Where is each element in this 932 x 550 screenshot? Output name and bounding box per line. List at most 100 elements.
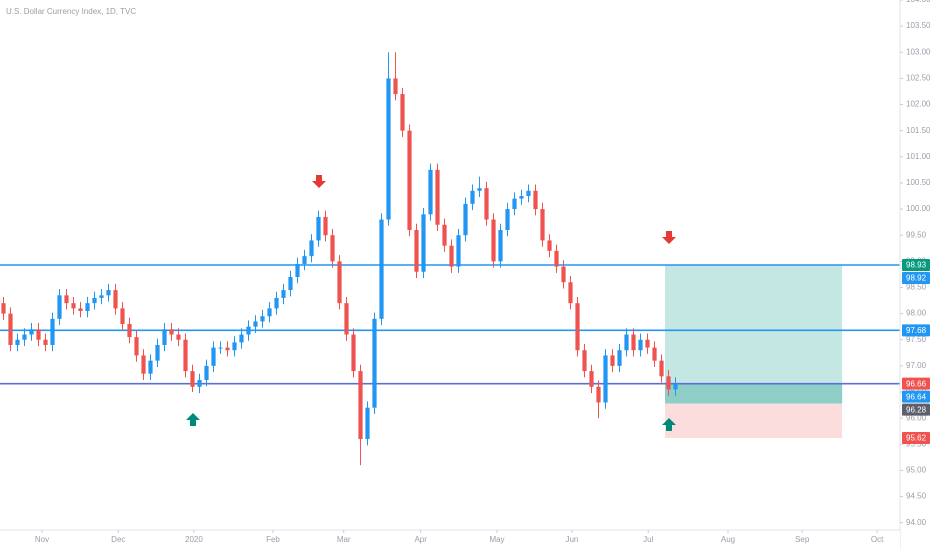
candle-body bbox=[659, 360, 664, 377]
candle-body bbox=[85, 303, 90, 311]
x-tick-label: Jul bbox=[643, 535, 653, 544]
candle-body bbox=[309, 240, 314, 257]
price-label-box bbox=[902, 259, 930, 271]
sell-arrow bbox=[312, 175, 326, 188]
price-label: 98.93 bbox=[906, 261, 927, 270]
candle-body bbox=[596, 386, 601, 403]
candle-body bbox=[232, 342, 237, 351]
candle-body bbox=[295, 263, 300, 278]
candle-body bbox=[15, 339, 20, 345]
candle-body bbox=[484, 188, 489, 220]
buy-arrow bbox=[662, 418, 676, 431]
y-tick-label: 97.50 bbox=[906, 335, 927, 344]
price-label: 95.62 bbox=[906, 434, 927, 443]
price-label-box bbox=[902, 390, 930, 403]
candle-body bbox=[36, 329, 41, 340]
candle-body bbox=[78, 308, 83, 311]
candle-body bbox=[141, 355, 146, 374]
candle-body bbox=[50, 318, 55, 345]
candle-body bbox=[260, 316, 265, 322]
price-label: 98.92 bbox=[906, 274, 927, 283]
y-tick-label: 100.50 bbox=[906, 178, 931, 187]
y-tick-label: 104.00 bbox=[906, 0, 931, 4]
candle-body bbox=[1, 303, 6, 314]
candle-body bbox=[113, 290, 118, 309]
candle-body bbox=[386, 78, 391, 220]
candle-body bbox=[442, 224, 447, 246]
candle-body bbox=[92, 297, 97, 304]
chart-title: U.S. Dollar Currency Index, 1D, TVC bbox=[6, 7, 136, 16]
y-tick-label: 94.00 bbox=[906, 518, 927, 527]
candle-body bbox=[666, 376, 671, 390]
candle-body bbox=[204, 365, 209, 380]
candle-body bbox=[351, 334, 356, 372]
candle-body bbox=[274, 297, 279, 309]
candle-body bbox=[344, 303, 349, 335]
candle-body bbox=[148, 360, 153, 374]
x-tick-label: Aug bbox=[721, 535, 735, 544]
buy-arrow bbox=[186, 413, 200, 426]
candle-body bbox=[288, 277, 293, 291]
candle-body bbox=[610, 355, 615, 366]
candle-body bbox=[673, 383, 678, 390]
time-axis-bg bbox=[0, 530, 900, 550]
open-profit-zone bbox=[665, 383, 843, 404]
candle-body bbox=[239, 334, 244, 343]
candle-body bbox=[421, 214, 426, 272]
candle-body bbox=[246, 326, 251, 335]
candle-body bbox=[617, 350, 622, 366]
candle-body bbox=[330, 235, 335, 262]
candle-body bbox=[393, 78, 398, 95]
candle-body bbox=[29, 329, 34, 335]
candle-body bbox=[127, 324, 132, 338]
candle-body bbox=[64, 295, 69, 304]
y-tick-label: 102.50 bbox=[906, 74, 931, 83]
candle-body bbox=[197, 379, 202, 387]
candle-body bbox=[253, 321, 258, 327]
y-tick-label: 99.50 bbox=[906, 230, 927, 239]
x-tick-label: Dec bbox=[111, 535, 125, 544]
stop-zone bbox=[665, 403, 843, 439]
x-tick-label: Nov bbox=[35, 535, 49, 544]
candle-body bbox=[379, 219, 384, 319]
candle-body bbox=[631, 334, 636, 351]
candle-body bbox=[407, 130, 412, 230]
candle-body bbox=[358, 371, 363, 440]
candle-body bbox=[302, 256, 307, 264]
candle-body bbox=[456, 235, 461, 267]
candle-body bbox=[470, 190, 475, 204]
y-tick-label: 97.00 bbox=[906, 361, 927, 370]
price-label-box bbox=[902, 432, 930, 445]
x-tick-label: Mar bbox=[337, 535, 351, 544]
y-tick-label: 96.00 bbox=[906, 413, 927, 422]
candle-body bbox=[323, 216, 328, 236]
candle-body bbox=[435, 169, 440, 225]
y-tick-label: 94.50 bbox=[906, 492, 927, 501]
y-tick-label: 102.00 bbox=[906, 100, 931, 109]
y-tick-label: 103.50 bbox=[906, 21, 931, 30]
candle-body bbox=[540, 209, 545, 241]
candle-body bbox=[498, 229, 503, 262]
candle-body bbox=[169, 329, 174, 335]
candle-body bbox=[477, 188, 482, 191]
price-label-box bbox=[902, 377, 930, 390]
price-label-box bbox=[902, 324, 930, 337]
candle-body bbox=[533, 190, 538, 210]
candle-body bbox=[22, 334, 27, 340]
x-tick-label: Feb bbox=[266, 535, 280, 544]
price-label-box bbox=[902, 403, 930, 416]
candle-body bbox=[575, 303, 580, 351]
x-tick-label: Jun bbox=[565, 535, 578, 544]
candle-body bbox=[225, 347, 230, 351]
candle-body bbox=[281, 290, 286, 298]
candle-body bbox=[547, 240, 552, 251]
candle-body bbox=[267, 308, 272, 317]
annotation-arrows bbox=[186, 175, 676, 431]
candle-body bbox=[526, 190, 531, 197]
candle-body bbox=[491, 219, 496, 262]
candle-body bbox=[589, 371, 594, 387]
candle-body bbox=[190, 371, 195, 387]
candle-body bbox=[645, 339, 650, 348]
candle-body bbox=[211, 347, 216, 366]
x-tick-label: Oct bbox=[871, 535, 884, 544]
